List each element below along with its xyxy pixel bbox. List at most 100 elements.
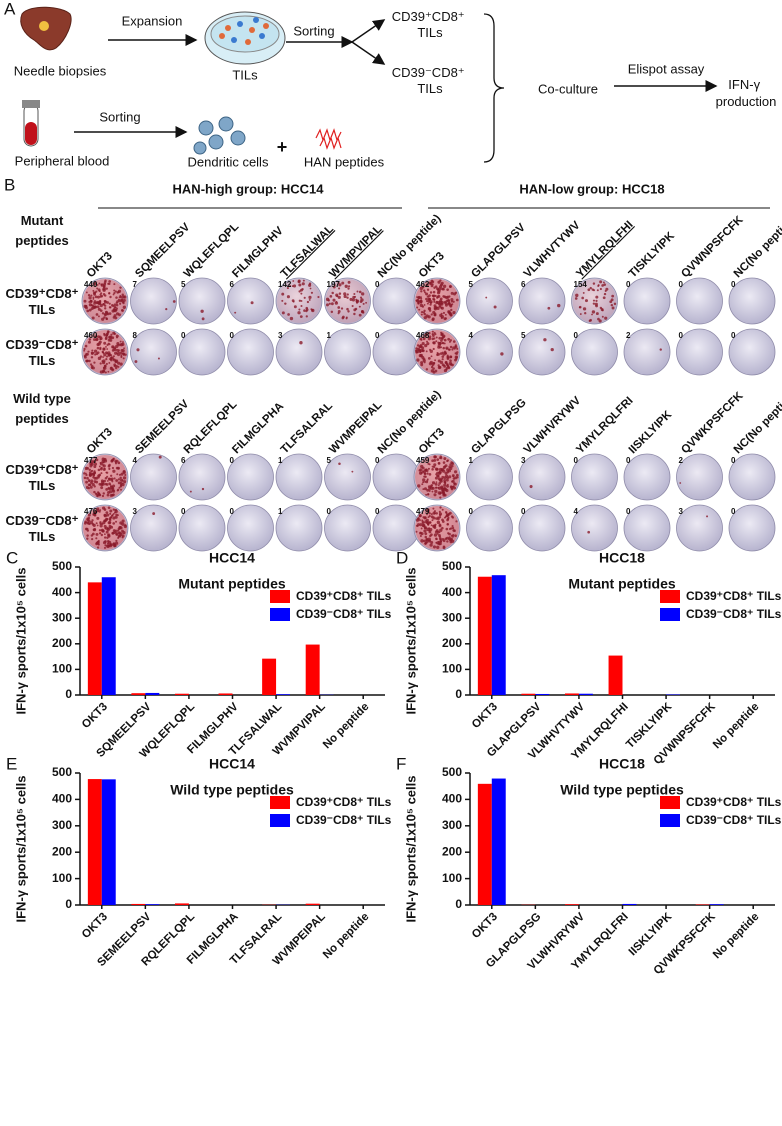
spot	[448, 295, 451, 298]
spot	[103, 299, 107, 303]
spot	[416, 296, 418, 298]
spot-count: 0	[731, 507, 736, 516]
spot	[610, 303, 614, 307]
spot	[109, 483, 112, 486]
spot	[122, 357, 125, 360]
spot	[87, 513, 91, 517]
legend-swatch	[660, 608, 680, 621]
legend-label: CD39⁻CD8⁺ TILs	[686, 813, 782, 827]
spot	[104, 364, 107, 367]
spot-count: 476	[84, 507, 98, 516]
spot	[420, 296, 422, 299]
spot	[96, 507, 100, 511]
spot-count: 479	[416, 507, 430, 516]
spot	[444, 482, 447, 485]
spot	[113, 544, 117, 548]
spot	[424, 516, 427, 520]
spot	[449, 313, 453, 317]
spot	[437, 484, 440, 487]
spot	[575, 293, 579, 298]
spot	[121, 534, 125, 538]
spot	[444, 313, 447, 316]
spot	[85, 306, 88, 310]
spot	[436, 532, 439, 535]
spot	[429, 534, 432, 538]
spot	[85, 480, 89, 484]
spot	[429, 303, 432, 306]
spot	[418, 514, 422, 518]
spot	[201, 487, 205, 491]
spot	[111, 514, 114, 517]
spot	[426, 488, 430, 492]
spot	[95, 290, 98, 293]
spot	[83, 476, 87, 480]
spot	[121, 309, 124, 312]
spot	[292, 280, 295, 282]
spot	[437, 462, 441, 465]
spot	[105, 487, 109, 491]
spot	[311, 308, 315, 313]
spot	[332, 298, 336, 302]
spot	[430, 524, 433, 527]
spot	[117, 365, 120, 368]
peptide-icon	[315, 128, 342, 150]
spot	[93, 490, 96, 494]
spot	[420, 290, 423, 293]
spot	[429, 291, 433, 294]
spot	[443, 338, 447, 342]
spot-count: 0	[469, 507, 474, 516]
spot	[110, 474, 113, 477]
spot	[83, 349, 86, 352]
spot	[106, 493, 110, 497]
label: Mutant peptides	[15, 213, 68, 248]
spot	[455, 520, 458, 523]
spot	[114, 360, 118, 364]
label: Wild type peptides	[13, 391, 71, 426]
spot	[417, 484, 421, 488]
spot	[611, 294, 615, 298]
spot	[104, 527, 107, 530]
spot	[438, 336, 442, 340]
spot	[117, 478, 121, 481]
spot	[114, 366, 118, 370]
spot	[86, 529, 90, 532]
spot	[422, 359, 426, 363]
spot	[434, 486, 438, 489]
chart-title: HCC14	[209, 550, 255, 566]
spot	[447, 302, 450, 306]
well	[130, 277, 177, 325]
spot	[333, 284, 336, 287]
spot-count: 468	[416, 331, 430, 340]
legend-label: CD39⁻CD8⁺ TILs	[296, 607, 392, 621]
spot	[423, 291, 426, 294]
spot	[89, 464, 93, 468]
spot	[431, 481, 436, 485]
spot	[440, 316, 443, 320]
spot	[102, 347, 106, 351]
spot	[429, 543, 433, 547]
line: TILs	[417, 25, 443, 40]
spot	[104, 544, 107, 547]
spot	[122, 353, 126, 356]
spot	[421, 523, 426, 528]
y-tick-label: 300	[52, 818, 72, 832]
bar	[174, 903, 189, 905]
spot	[442, 546, 446, 550]
spot	[102, 303, 105, 305]
well-stain	[180, 279, 224, 323]
spot-count: 477	[84, 456, 98, 465]
spot-count: 0	[375, 280, 380, 289]
spot	[134, 360, 138, 364]
chart-subtitle: Wild type peptides	[170, 782, 294, 798]
spot	[111, 309, 115, 313]
spot	[119, 302, 122, 305]
legend-swatch	[660, 814, 680, 827]
spot	[435, 517, 438, 520]
spot	[281, 292, 285, 296]
spot	[342, 315, 345, 319]
spot-count: 3	[521, 456, 526, 465]
spot	[426, 472, 429, 475]
spot	[434, 359, 436, 362]
spot	[113, 291, 116, 295]
spot	[93, 465, 97, 469]
